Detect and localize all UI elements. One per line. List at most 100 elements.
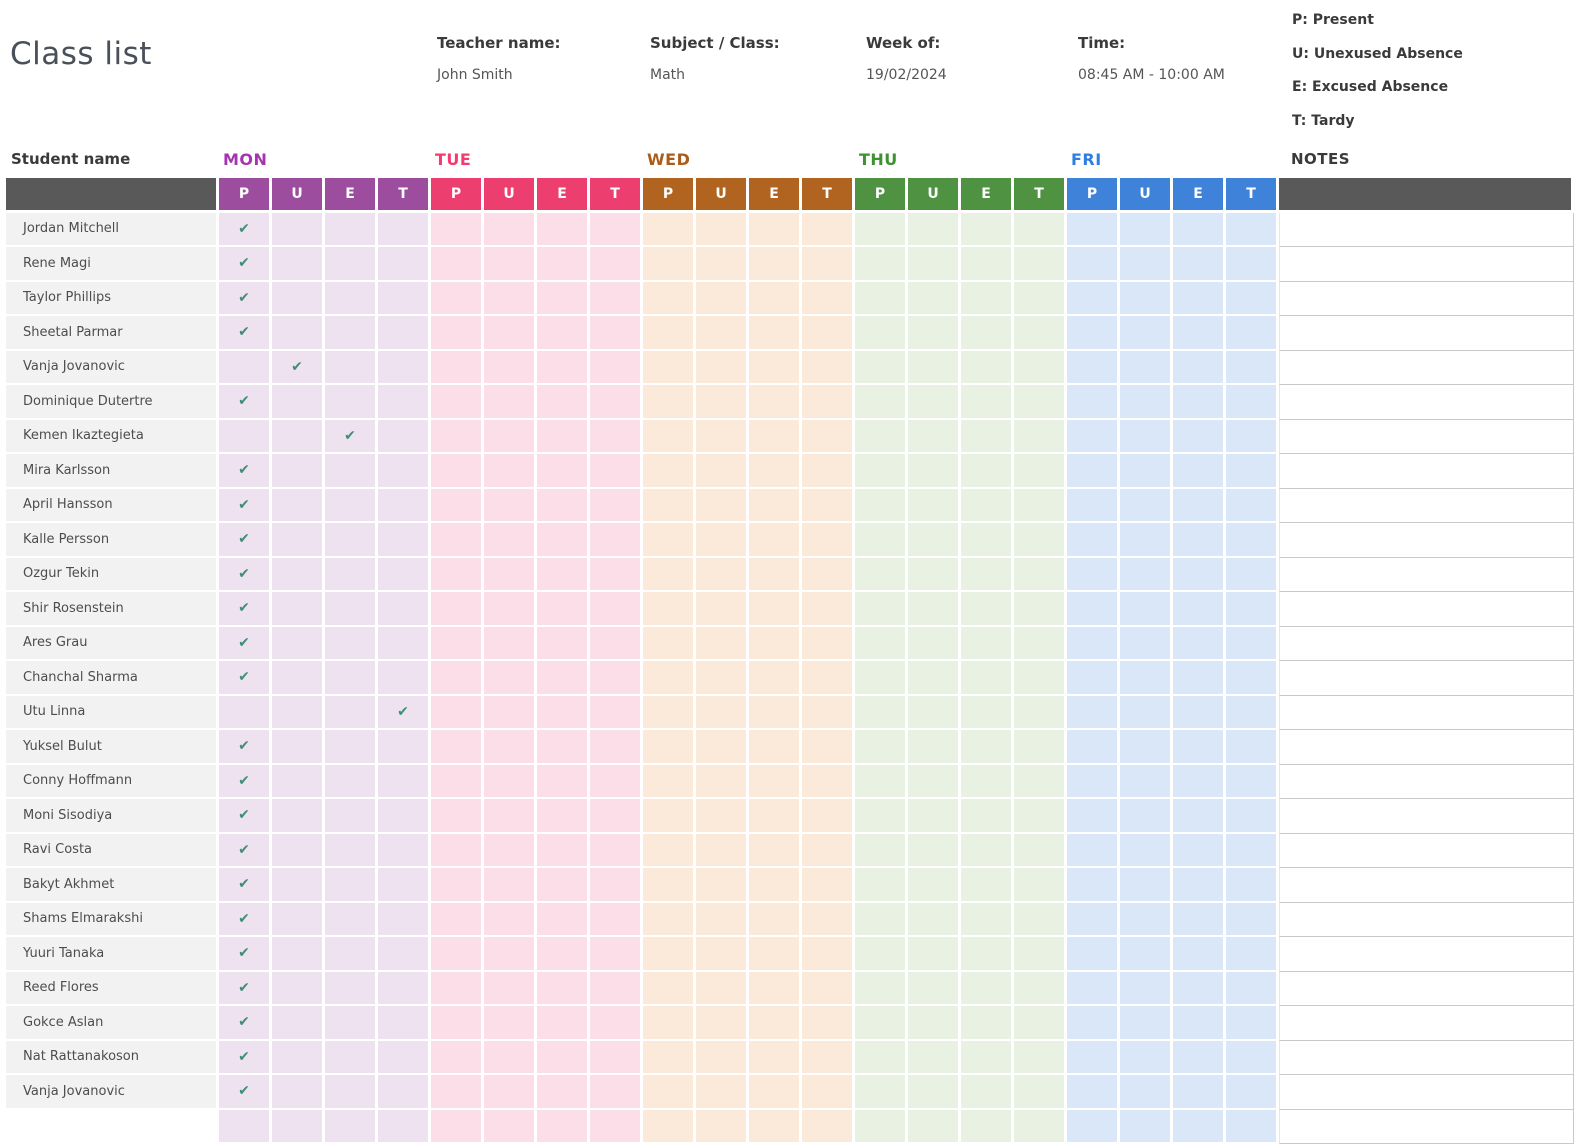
attendance-cell-fri-p[interactable] — [1067, 730, 1120, 765]
attendance-cell-tue-u[interactable] — [484, 1041, 537, 1076]
attendance-cell-thu-u[interactable] — [908, 661, 961, 696]
student-name-cell[interactable]: Shir Rosenstein — [6, 592, 219, 627]
attendance-cell-tue-u[interactable] — [484, 1006, 537, 1041]
attendance-cell-wed-e[interactable] — [749, 627, 802, 662]
attendance-cell-tue-t[interactable] — [590, 247, 643, 282]
attendance-cell-tue-u[interactable] — [484, 282, 537, 317]
attendance-cell-thu-t[interactable] — [1014, 558, 1067, 593]
attendance-cell-tue-p[interactable] — [431, 1041, 484, 1076]
attendance-cell-tue-e[interactable] — [537, 213, 590, 248]
attendance-cell-fri-t[interactable] — [1226, 282, 1279, 317]
attendance-cell-thu-e[interactable] — [961, 213, 1014, 248]
attendance-cell-fri-t[interactable] — [1226, 696, 1279, 731]
attendance-cell-mon-p[interactable]: ✔ — [219, 972, 272, 1007]
attendance-cell-fri-t[interactable] — [1226, 903, 1279, 938]
attendance-cell-tue-p[interactable] — [431, 1075, 484, 1110]
attendance-cell-mon-p[interactable]: ✔ — [219, 1041, 272, 1076]
attendance-cell-mon-e[interactable] — [325, 627, 378, 662]
student-name-cell[interactable]: Dominique Dutertre — [6, 385, 219, 420]
attendance-cell-tue-t[interactable] — [590, 489, 643, 524]
attendance-cell-mon-t[interactable] — [378, 799, 431, 834]
notes-cell[interactable] — [1279, 316, 1574, 351]
attendance-cell-tue-t[interactable] — [590, 1006, 643, 1041]
attendance-cell-fri-t[interactable] — [1226, 730, 1279, 765]
attendance-cell-wed-u[interactable] — [696, 1041, 749, 1076]
attendance-cell-mon-e[interactable] — [325, 385, 378, 420]
attendance-cell-mon-p[interactable]: ✔ — [219, 282, 272, 317]
attendance-cell-wed-u[interactable] — [696, 454, 749, 489]
attendance-cell-tue-p[interactable] — [431, 420, 484, 455]
attendance-cell-wed-p[interactable] — [643, 523, 696, 558]
attendance-cell-fri-p[interactable] — [1067, 1075, 1120, 1110]
attendance-cell-thu-p[interactable] — [855, 454, 908, 489]
attendance-cell-mon-p[interactable]: ✔ — [219, 385, 272, 420]
attendance-cell-wed-u[interactable] — [696, 834, 749, 869]
attendance-cell-wed-u[interactable] — [696, 972, 749, 1007]
attendance-cell-wed-p[interactable] — [643, 972, 696, 1007]
attendance-cell-mon-t[interactable] — [378, 627, 431, 662]
attendance-cell-tue-e[interactable] — [537, 316, 590, 351]
attendance-cell-mon-u[interactable] — [272, 937, 325, 972]
attendance-cell-fri-p[interactable] — [1067, 385, 1120, 420]
attendance-cell-thu-u[interactable] — [908, 1110, 961, 1144]
attendance-cell-fri-u[interactable] — [1120, 1006, 1173, 1041]
attendance-cell-wed-u[interactable] — [696, 765, 749, 800]
attendance-cell-tue-e[interactable] — [537, 592, 590, 627]
attendance-cell-wed-u[interactable] — [696, 213, 749, 248]
attendance-cell-mon-p[interactable]: ✔ — [219, 489, 272, 524]
attendance-cell-thu-u[interactable] — [908, 454, 961, 489]
student-name-cell[interactable]: Conny Hoffmann — [6, 765, 219, 800]
attendance-cell-tue-p[interactable] — [431, 558, 484, 593]
attendance-cell-fri-p[interactable] — [1067, 523, 1120, 558]
notes-cell[interactable] — [1279, 903, 1574, 938]
attendance-cell-tue-p[interactable] — [431, 799, 484, 834]
attendance-cell-wed-e[interactable] — [749, 765, 802, 800]
attendance-cell-fri-u[interactable] — [1120, 1110, 1173, 1144]
attendance-cell-fri-u[interactable] — [1120, 765, 1173, 800]
attendance-cell-fri-t[interactable] — [1226, 351, 1279, 386]
attendance-cell-mon-u[interactable] — [272, 661, 325, 696]
attendance-cell-thu-t[interactable] — [1014, 661, 1067, 696]
attendance-cell-wed-p[interactable] — [643, 489, 696, 524]
attendance-cell-tue-e[interactable] — [537, 972, 590, 1007]
attendance-cell-tue-e[interactable] — [537, 454, 590, 489]
attendance-cell-tue-u[interactable] — [484, 661, 537, 696]
attendance-cell-mon-p[interactable]: ✔ — [219, 213, 272, 248]
attendance-cell-wed-t[interactable] — [802, 834, 855, 869]
attendance-cell-thu-t[interactable] — [1014, 592, 1067, 627]
attendance-cell-mon-u[interactable] — [272, 558, 325, 593]
notes-cell[interactable] — [1279, 1075, 1574, 1110]
attendance-cell-tue-e[interactable] — [537, 799, 590, 834]
attendance-cell-mon-e[interactable] — [325, 523, 378, 558]
attendance-cell-thu-p[interactable] — [855, 834, 908, 869]
student-name-cell[interactable]: Ozgur Tekin — [6, 558, 219, 593]
attendance-cell-mon-t[interactable] — [378, 1110, 431, 1144]
attendance-cell-fri-u[interactable] — [1120, 592, 1173, 627]
attendance-cell-fri-e[interactable] — [1173, 558, 1226, 593]
attendance-cell-mon-e[interactable] — [325, 592, 378, 627]
attendance-cell-thu-u[interactable] — [908, 765, 961, 800]
attendance-cell-thu-u[interactable] — [908, 1006, 961, 1041]
attendance-cell-thu-p[interactable] — [855, 627, 908, 662]
attendance-cell-tue-u[interactable] — [484, 385, 537, 420]
attendance-cell-fri-e[interactable] — [1173, 868, 1226, 903]
attendance-cell-tue-p[interactable] — [431, 868, 484, 903]
attendance-cell-fri-p[interactable] — [1067, 765, 1120, 800]
attendance-cell-wed-e[interactable] — [749, 489, 802, 524]
attendance-cell-tue-p[interactable] — [431, 730, 484, 765]
attendance-cell-thu-e[interactable] — [961, 385, 1014, 420]
attendance-cell-wed-e[interactable] — [749, 834, 802, 869]
attendance-cell-mon-u[interactable] — [272, 868, 325, 903]
attendance-cell-mon-e[interactable] — [325, 351, 378, 386]
attendance-cell-tue-u[interactable] — [484, 1075, 537, 1110]
student-name-cell[interactable]: Bakyt Akhmet — [6, 868, 219, 903]
attendance-cell-wed-t[interactable] — [802, 972, 855, 1007]
attendance-cell-thu-u[interactable] — [908, 523, 961, 558]
attendance-cell-thu-u[interactable] — [908, 627, 961, 662]
attendance-cell-tue-u[interactable] — [484, 799, 537, 834]
attendance-cell-fri-t[interactable] — [1226, 1075, 1279, 1110]
attendance-cell-wed-u[interactable] — [696, 696, 749, 731]
attendance-cell-mon-p[interactable] — [219, 420, 272, 455]
attendance-cell-fri-t[interactable] — [1226, 834, 1279, 869]
attendance-cell-wed-u[interactable] — [696, 1075, 749, 1110]
